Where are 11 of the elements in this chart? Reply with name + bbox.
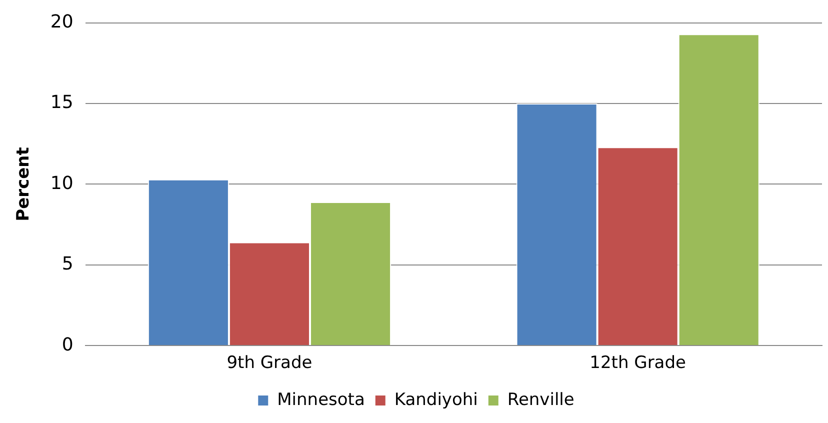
y-tick-label: 10 (50, 172, 74, 194)
y-tick-label: 0 (62, 334, 74, 356)
x-tick-label: 9th Grade (226, 353, 312, 374)
y-axis-title: Percent (14, 147, 34, 222)
legend-label: Renville (507, 390, 574, 410)
legend-label: Kandiyohi (394, 390, 478, 410)
y-tick-label: 20 (50, 11, 74, 32)
x-tick-label: 12th Grade (590, 353, 686, 374)
y-tick-label: 15 (50, 92, 74, 114)
y-tick-label: 5 (62, 254, 74, 275)
legend-label: Minnesota (277, 390, 365, 410)
